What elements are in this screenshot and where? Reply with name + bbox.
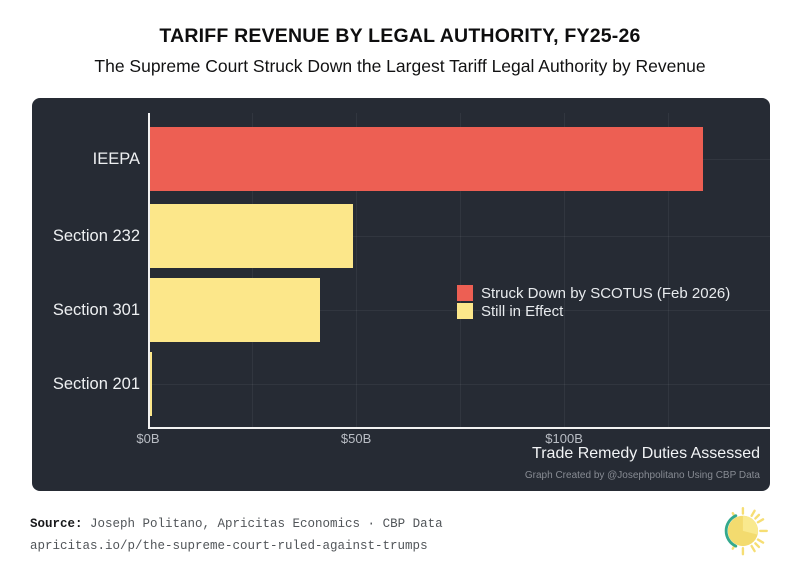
sun-highlight [742, 515, 759, 535]
x-tick-100: $100B [545, 431, 583, 446]
category-label-section-301: Section 301 [52, 301, 140, 319]
category-label-section-201: Section 201 [52, 375, 140, 393]
gridline-vertical [356, 113, 358, 427]
legend-label: Struck Down by SCOTUS (Feb 2026) [481, 284, 731, 302]
chart-title: TARIFF REVENUE BY LEGAL AUTHORITY, FY25-… [159, 25, 641, 47]
gridline-vertical [668, 113, 670, 427]
source-line: Source: Joseph Politano, Apricitas Econo… [30, 513, 443, 535]
legend-label: Still in Effect [481, 302, 564, 320]
plot-area [148, 113, 770, 427]
legend-swatch-yellow [457, 303, 473, 319]
category-label-ieepa: IEEPA [92, 150, 140, 168]
apricitas-sun-logo-icon [724, 506, 768, 556]
x-axis-line [148, 427, 770, 429]
bar-section-301 [149, 278, 321, 342]
category-label-section-232: Section 232 [52, 227, 140, 245]
source-text: Joseph Politano, Apricitas Economics · C… [82, 517, 443, 531]
x-tick-0: $0B [136, 431, 160, 446]
source-attribution: Source: Joseph Politano, Apricitas Econo… [30, 513, 443, 557]
chart-subtitle: The Supreme Court Struck Down the Larges… [94, 56, 706, 76]
legend-swatch-red [457, 285, 473, 301]
teal-crescent [724, 514, 738, 548]
chart-panel: IEEPA Section 232 Section 301 Section 20… [32, 98, 770, 491]
gridline-vertical [252, 113, 253, 427]
gridline-horizontal [148, 384, 770, 385]
bar-ieepa [149, 127, 703, 191]
bar-section-201 [149, 352, 152, 416]
legend: Struck Down by SCOTUS (Feb 2026) Still i… [457, 284, 730, 320]
gridline-vertical [460, 113, 462, 427]
y-axis-line [148, 113, 150, 428]
legend-item-struck-down: Struck Down by SCOTUS (Feb 2026) [457, 284, 730, 302]
source-url: apricitas.io/p/the-supreme-court-ruled-a… [30, 539, 428, 553]
source-label: Source: [30, 517, 83, 531]
gridline-horizontal [148, 236, 770, 237]
gridline-vertical [564, 113, 566, 427]
legend-item-in-effect: Still in Effect [457, 302, 730, 320]
x-tick-50: $50B [340, 431, 372, 446]
x-axis-title: Trade Remedy Duties Assessed [532, 445, 760, 462]
bar-section-232 [149, 204, 354, 268]
credit-text: Graph Created by @Josephpolitano Using C… [524, 470, 760, 481]
